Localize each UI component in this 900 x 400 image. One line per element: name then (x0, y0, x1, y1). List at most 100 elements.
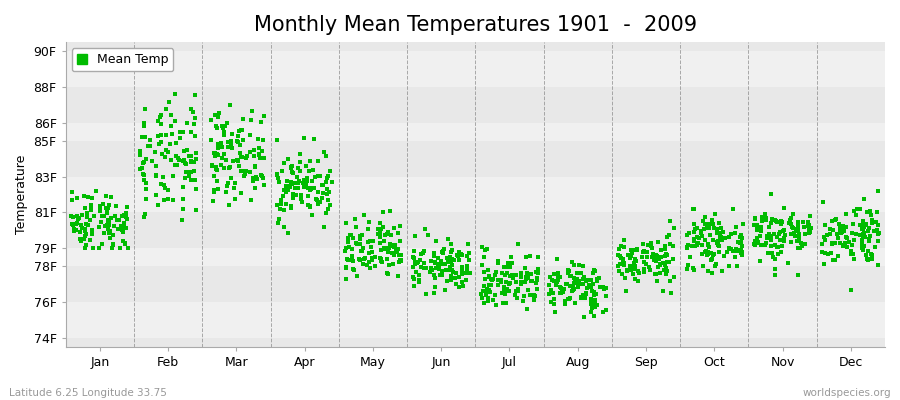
Point (77, 245, 92, 252)
Point (164, 122, 178, 129)
Point (451, 253, 465, 260)
Point (338, 264, 353, 270)
Point (762, 224, 777, 230)
Point (252, 152, 266, 158)
Point (210, 125, 224, 132)
Point (566, 283, 580, 289)
Point (446, 256, 461, 263)
Point (393, 258, 408, 264)
Point (514, 280, 528, 287)
Point (729, 247, 743, 254)
Point (393, 223, 408, 230)
Point (483, 282, 498, 288)
Point (687, 206, 701, 212)
Point (696, 263, 710, 270)
Point (204, 117, 219, 123)
Point (860, 252, 874, 258)
Point (856, 246, 870, 253)
Point (84, 206, 98, 213)
Point (735, 243, 750, 249)
Point (292, 168, 307, 174)
Point (382, 242, 397, 249)
Point (493, 277, 508, 283)
Point (430, 261, 445, 267)
Point (715, 237, 729, 243)
Point (482, 282, 496, 288)
Point (135, 165, 149, 171)
Point (586, 270, 600, 277)
Point (363, 238, 377, 244)
Point (230, 138, 245, 145)
Point (436, 248, 450, 254)
Point (698, 248, 713, 254)
Point (584, 301, 598, 307)
Point (648, 270, 662, 277)
Point (409, 269, 423, 276)
Point (179, 169, 194, 175)
Point (454, 279, 469, 285)
Point (371, 226, 385, 232)
Point (391, 273, 405, 279)
Point (646, 251, 661, 258)
Point (75, 212, 89, 218)
Point (275, 193, 290, 199)
Point (387, 225, 401, 232)
Point (611, 263, 625, 270)
Point (849, 212, 863, 218)
Point (573, 270, 588, 276)
Point (214, 154, 229, 161)
Point (449, 280, 464, 287)
Point (776, 228, 790, 234)
Point (176, 184, 190, 190)
Point (815, 241, 830, 247)
Point (139, 134, 153, 140)
Point (735, 221, 750, 227)
Point (101, 218, 115, 224)
Point (115, 229, 130, 236)
Point (577, 314, 591, 320)
Point (204, 163, 219, 170)
Point (407, 248, 421, 254)
Point (189, 207, 203, 213)
Point (243, 149, 257, 155)
Point (580, 285, 594, 291)
Point (133, 152, 148, 158)
Point (356, 244, 371, 251)
Point (95, 201, 110, 208)
Point (554, 287, 569, 294)
Point (305, 178, 320, 184)
Point (284, 203, 298, 209)
Point (119, 210, 133, 217)
Point (376, 238, 391, 244)
Point (511, 240, 526, 247)
Point (832, 235, 846, 241)
Point (495, 290, 509, 296)
Point (290, 174, 304, 180)
Point (525, 278, 539, 285)
Point (317, 148, 331, 155)
Point (173, 129, 187, 135)
Point (844, 242, 859, 248)
Point (413, 251, 428, 257)
Point (356, 256, 371, 262)
Point (700, 248, 715, 255)
Point (561, 269, 575, 276)
Point (210, 123, 224, 129)
Point (148, 172, 163, 179)
Point (84, 202, 98, 208)
Point (155, 150, 169, 157)
Point (577, 274, 591, 280)
Point (373, 240, 387, 246)
Point (647, 257, 662, 263)
Point (148, 172, 163, 178)
Point (832, 239, 847, 246)
Point (722, 234, 736, 240)
Point (154, 121, 168, 128)
Point (353, 236, 367, 242)
Point (497, 284, 511, 290)
Point (272, 179, 286, 185)
Point (248, 185, 262, 191)
Point (116, 226, 130, 232)
Point (140, 186, 154, 192)
Point (407, 255, 421, 262)
